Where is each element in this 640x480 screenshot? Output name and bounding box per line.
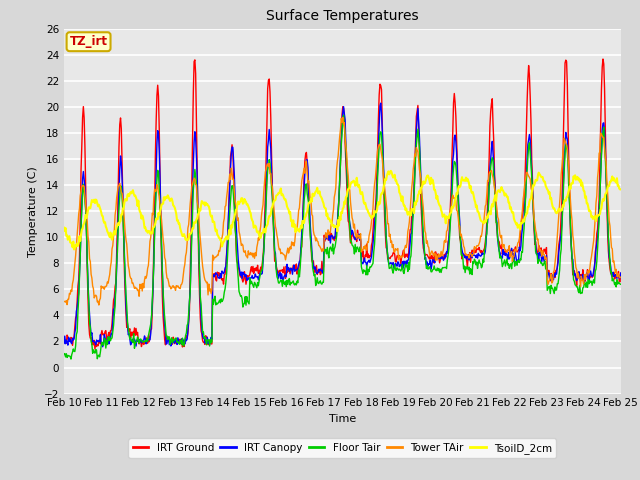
TsoilD_2cm	[185, 236, 193, 242]
Floor Tair	[340, 112, 348, 118]
Floor Tair	[67, 356, 75, 362]
Title: Surface Temperatures: Surface Temperatures	[266, 10, 419, 24]
IRT Ground	[428, 256, 435, 262]
Line: TsoilD_2cm: TsoilD_2cm	[64, 171, 621, 250]
Floor Tair	[617, 281, 625, 287]
Tower TAir	[70, 269, 78, 275]
IRT Canopy	[377, 100, 385, 106]
Floor Tair	[214, 300, 222, 306]
Line: IRT Ground: IRT Ground	[64, 59, 621, 349]
Line: Tower TAir: Tower TAir	[64, 117, 621, 305]
TsoilD_2cm	[60, 225, 68, 230]
Tower TAir	[185, 222, 193, 228]
Floor Tair	[71, 348, 79, 354]
Tower TAir	[412, 153, 419, 159]
Floor Tair	[60, 351, 68, 357]
IRT Ground	[214, 273, 222, 278]
IRT Canopy	[214, 275, 222, 281]
Tower TAir	[128, 280, 136, 286]
Text: TZ_irt: TZ_irt	[70, 35, 108, 48]
Y-axis label: Temperature (C): Temperature (C)	[28, 166, 38, 257]
TsoilD_2cm	[70, 247, 78, 252]
Floor Tair	[185, 310, 193, 315]
IRT Canopy	[60, 341, 68, 347]
Floor Tair	[412, 156, 419, 161]
Tower TAir	[617, 274, 625, 280]
IRT Canopy	[128, 337, 136, 343]
Line: IRT Canopy: IRT Canopy	[64, 103, 621, 347]
IRT Canopy	[412, 150, 419, 156]
TsoilD_2cm	[71, 244, 79, 250]
IRT Canopy	[428, 262, 436, 268]
Legend: IRT Ground, IRT Canopy, Floor Tair, Tower TAir, TsoilD_2cm: IRT Ground, IRT Canopy, Floor Tair, Towe…	[129, 438, 556, 458]
IRT Ground	[128, 333, 136, 338]
IRT Canopy	[185, 318, 193, 324]
IRT Canopy	[617, 270, 625, 276]
TsoilD_2cm	[412, 202, 419, 208]
TsoilD_2cm	[617, 187, 625, 192]
Tower TAir	[214, 252, 222, 258]
TsoilD_2cm	[428, 180, 436, 186]
IRT Ground	[91, 346, 99, 352]
IRT Ground	[60, 339, 68, 345]
Floor Tair	[428, 269, 436, 275]
IRT Ground	[617, 270, 625, 276]
TsoilD_2cm	[128, 189, 136, 194]
IRT Canopy	[99, 344, 107, 349]
IRT Ground	[70, 334, 78, 339]
Tower TAir	[428, 248, 436, 254]
X-axis label: Time: Time	[329, 414, 356, 424]
Tower TAir	[95, 302, 102, 308]
IRT Canopy	[70, 336, 78, 342]
Tower TAir	[60, 299, 68, 304]
Floor Tair	[128, 337, 136, 343]
Line: Floor Tair: Floor Tair	[64, 115, 621, 359]
TsoilD_2cm	[214, 233, 222, 239]
IRT Ground	[599, 56, 607, 62]
Tower TAir	[339, 114, 347, 120]
TsoilD_2cm	[387, 168, 395, 174]
IRT Ground	[411, 163, 419, 169]
IRT Ground	[185, 319, 193, 325]
